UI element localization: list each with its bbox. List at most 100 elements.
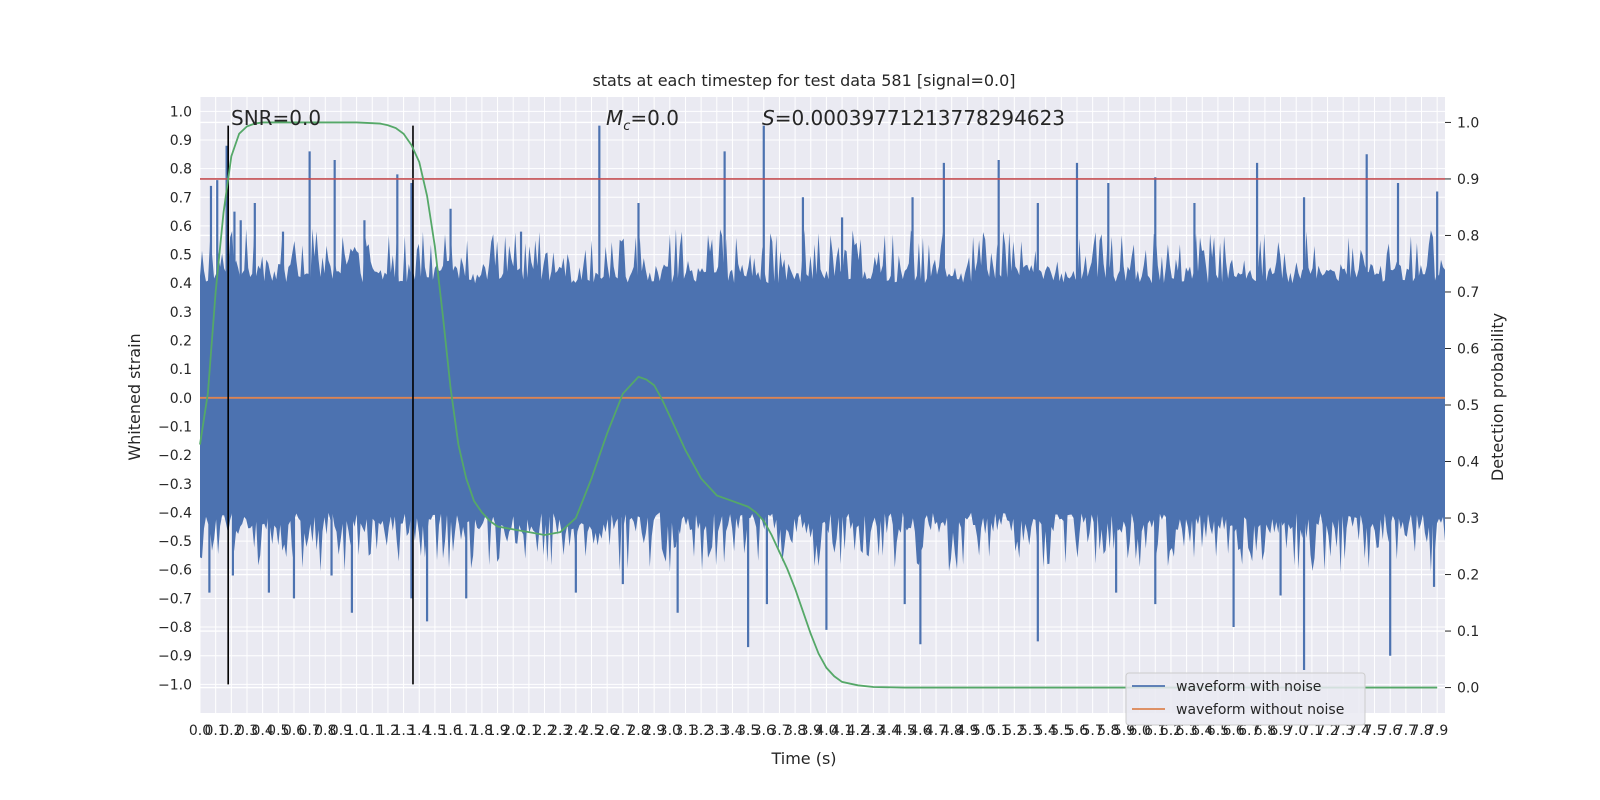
x-tick-label: 7.6: [1379, 723, 1401, 739]
x-tick-label: 2.3: [549, 723, 571, 739]
x-tick-label: 1.6: [439, 723, 461, 739]
x-tick-label: 6.8: [1254, 723, 1276, 739]
x-tick-label: 0.9: [330, 723, 352, 739]
noise-band: [200, 228, 1445, 573]
x-tick-label: 1.5: [424, 723, 446, 739]
y2-tick-label: 0.7: [1457, 285, 1479, 301]
y-tick-label: 0.1: [170, 362, 192, 378]
y-tick-label: −0.2: [158, 448, 192, 464]
y2-tick-label: 0.0: [1457, 681, 1479, 697]
x-tick-label: 0.5: [267, 723, 289, 739]
x-tick-label: 3.0: [659, 723, 681, 739]
x-tick-label: 3.4: [721, 723, 743, 739]
x-tick-label: 4.0: [815, 723, 837, 739]
x-tick-label: 2.8: [627, 723, 649, 739]
x-tick-label: 6.7: [1238, 723, 1260, 739]
x-tick-label: 7.5: [1363, 723, 1385, 739]
x-tick-label: 5.6: [1066, 723, 1088, 739]
x-tick-label: 3.2: [690, 723, 712, 739]
x-tick-label: 1.9: [486, 723, 508, 739]
y2-tick-label: 0.5: [1457, 398, 1479, 414]
y2-tick-label: 0.6: [1457, 341, 1479, 357]
x-tick-label: 1.3: [392, 723, 414, 739]
detection-probability-line: [199, 121, 1438, 689]
x-tick-label: 6.1: [1144, 723, 1166, 739]
snr-annotation: SNR=0.0: [231, 106, 321, 130]
y-tick-label: 0.2: [170, 334, 192, 350]
y2-axis-label: Detection probability: [1488, 313, 1507, 481]
x-tick-label: 5.8: [1097, 723, 1119, 739]
x-tick-label: 5.4: [1035, 723, 1057, 739]
x-tick-label: 6.4: [1191, 723, 1213, 739]
x-tick-label: 4.4: [878, 723, 900, 739]
x-tick-label: 7.7: [1395, 723, 1417, 739]
x-tick-label: 4.5: [894, 723, 916, 739]
x-tick-label: 4.6: [909, 723, 931, 739]
x-tick-label: 2.1: [518, 723, 540, 739]
x-tick-label: 0.1: [205, 723, 227, 739]
y-axis-label: Whitened strain: [125, 333, 144, 460]
x-tick-label: 1.7: [455, 723, 477, 739]
y-tick-label: −0.9: [158, 649, 192, 665]
y2-axis-ticks: 1.0 0.9 0.8 0.7 0.6 0.5 0.4 0.3 0.2 0.1 0.0: [1445, 115, 1479, 697]
y-tick-label: −1.0: [158, 677, 192, 693]
x-tick-label: 6.9: [1269, 723, 1291, 739]
x-tick-label: 5.9: [1113, 723, 1135, 739]
x-tick-label: 2.0: [502, 723, 524, 739]
x-tick-label: 5.7: [1082, 723, 1104, 739]
x-tick-label: 7.4: [1348, 723, 1370, 739]
y-tick-label: −0.8: [158, 620, 192, 636]
x-tick-label: 1.4: [408, 723, 430, 739]
x-tick-label: 7.1: [1301, 723, 1323, 739]
x-tick-label: 7.2: [1316, 723, 1338, 739]
x-tick-label: 1.0: [345, 723, 367, 739]
x-tick-label: 2.6: [596, 723, 618, 739]
x-tick-label: 2.4: [565, 723, 587, 739]
x-axis-label: Time (s): [770, 749, 836, 768]
x-tick-label: 3.5: [737, 723, 759, 739]
x-tick-label: 7.0: [1285, 723, 1307, 739]
x-tick-label: 6.6: [1222, 723, 1244, 739]
y-tick-label: −0.5: [158, 534, 192, 550]
x-tick-label: 4.3: [862, 723, 884, 739]
chirp-mass-subscript: c: [623, 119, 630, 134]
y2-tick-label: 0.8: [1457, 228, 1479, 244]
s-symbol: S: [762, 106, 775, 130]
x-tick-label: 4.8: [941, 723, 963, 739]
x-tick-label: 4.1: [831, 723, 853, 739]
y-tick-label: 0.9: [170, 133, 192, 149]
legend-box: [1125, 672, 1366, 726]
chirp-mass-value: =0.0: [630, 106, 679, 130]
y2-tick-label: 0.3: [1457, 511, 1479, 527]
x-tick-label: 3.9: [800, 723, 822, 739]
x-tick-label: 0.7: [298, 723, 320, 739]
x-tick-label: 3.8: [784, 723, 806, 739]
y2-tick-label: 0.4: [1457, 455, 1479, 471]
legend-label-waveform-with-noise: waveform with noise: [1176, 679, 1321, 695]
y-tick-label: 1.0: [170, 104, 192, 120]
detection-probability-series: [199, 121, 1438, 689]
x-tick-label: 1.8: [471, 723, 493, 739]
legend-label-waveform-without-noise: waveform without noise: [1176, 702, 1344, 718]
waveform-with-noise-series: [200, 125, 1445, 671]
y-tick-label: −0.7: [158, 591, 192, 607]
x-tick-label: 4.9: [956, 723, 978, 739]
y-tick-label: 0.8: [170, 162, 192, 178]
y2-tick-label: 0.9: [1457, 172, 1479, 188]
x-tick-label: 2.7: [612, 723, 634, 739]
x-tick-label: 6.3: [1175, 723, 1197, 739]
x-tick-label: 5.0: [972, 723, 994, 739]
y-axis-ticks: 1.0 0.9 0.8 0.7 0.6 0.5 0.4 0.3 0.2 0.1 0.0 −0.1 −0.…: [158, 104, 192, 693]
x-tick-label: 2.2: [533, 723, 555, 739]
chart-title: stats at each timestep for test data 581…: [592, 71, 1015, 90]
x-tick-label: 6.2: [1160, 723, 1182, 739]
y-tick-label: −0.6: [158, 563, 192, 579]
x-tick-label: 4.2: [847, 723, 869, 739]
x-tick-label: 3.3: [706, 723, 728, 739]
x-tick-label: 0.2: [220, 723, 242, 739]
y-tick-label: 0.3: [170, 305, 192, 321]
x-tick-label: 6.5: [1207, 723, 1229, 739]
y-tick-label: −0.4: [158, 505, 192, 521]
x-axis-ticks: 0.00.10.20.30.40.50.60.70.80.91.01.11.21…: [189, 723, 1448, 739]
